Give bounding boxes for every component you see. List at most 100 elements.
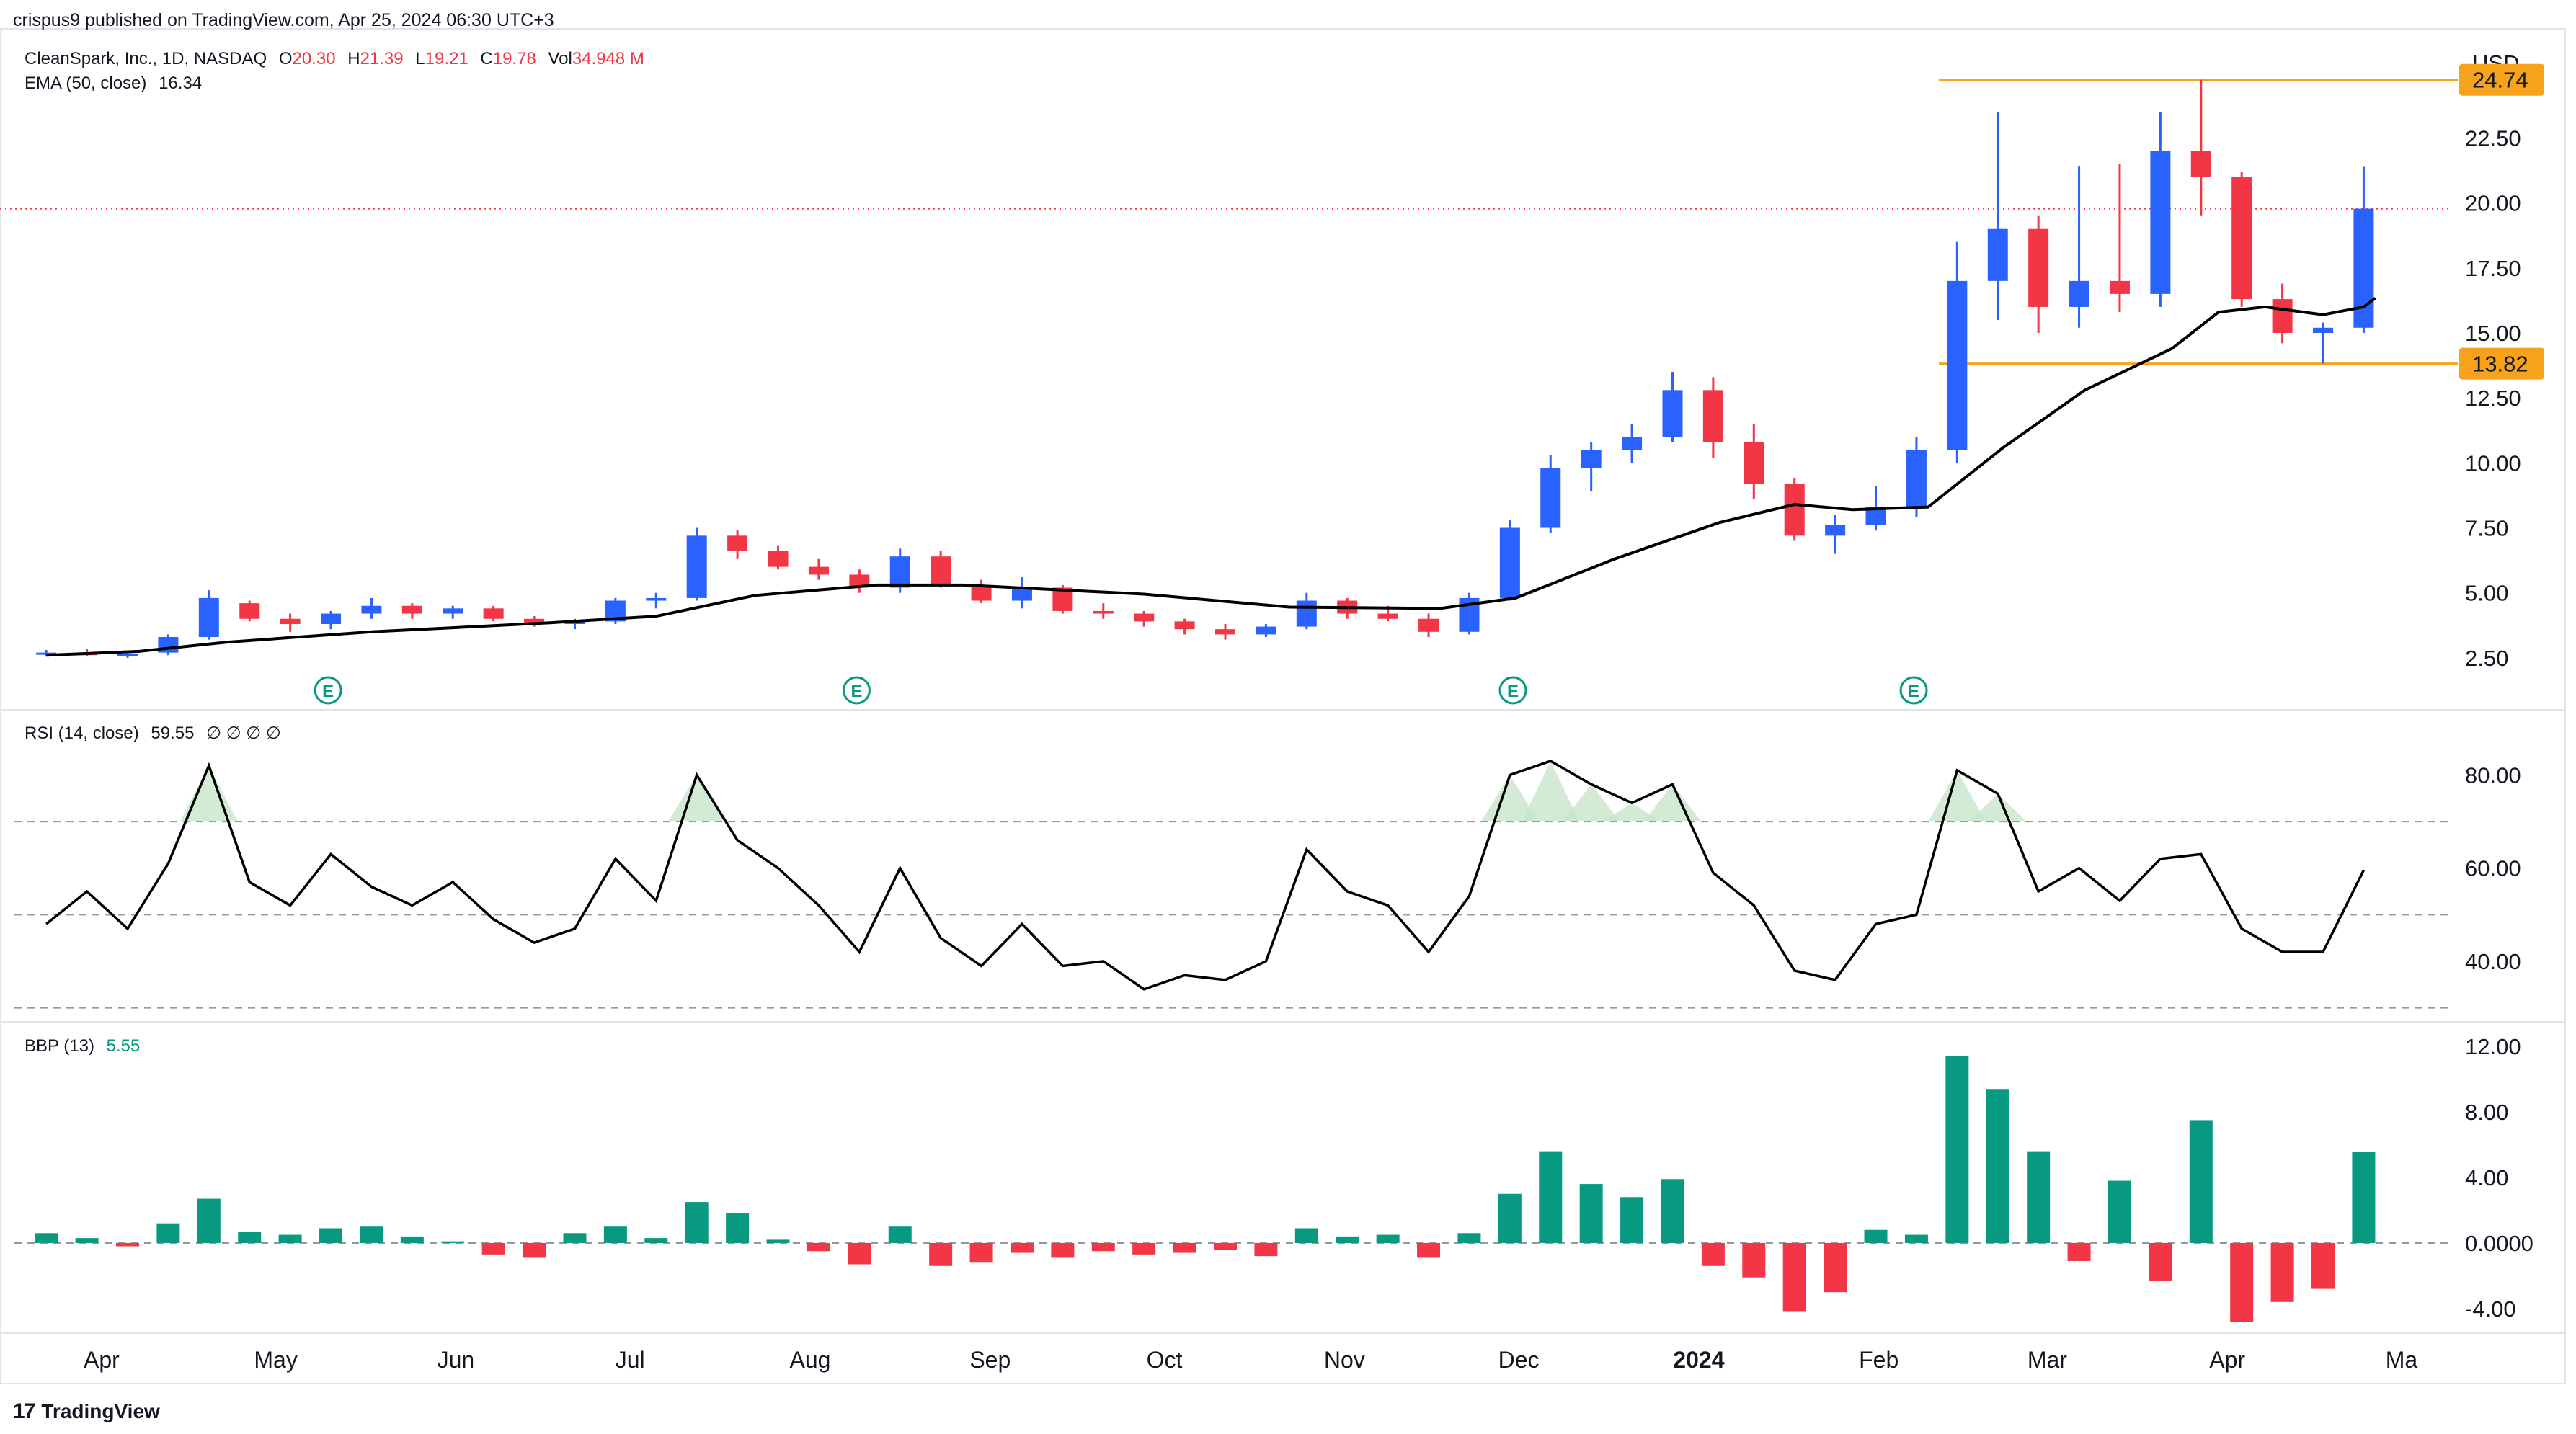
candle-body bbox=[564, 621, 585, 624]
time-tick-label: Ma bbox=[2386, 1347, 2418, 1373]
candle-body bbox=[1906, 450, 1927, 507]
ema-line bbox=[46, 297, 2376, 657]
bbp-bar bbox=[1945, 1056, 1969, 1243]
bbp-bar bbox=[1824, 1242, 1847, 1293]
bbp-bar bbox=[888, 1226, 912, 1243]
bbp-bar bbox=[2230, 1242, 2254, 1322]
earnings-marker: E bbox=[314, 676, 342, 705]
bbp-bar bbox=[1864, 1229, 1888, 1243]
price-tick-label: 5.00 bbox=[2465, 581, 2508, 606]
rsi-legend: RSI (14, close) 59.55 ∅ ∅ ∅ ∅ bbox=[25, 723, 281, 744]
published-caption: crispus9 published on TradingView.com, A… bbox=[13, 10, 554, 30]
bbp-bar bbox=[238, 1232, 262, 1243]
bbp-bar bbox=[969, 1242, 993, 1263]
candle-body bbox=[1174, 621, 1195, 630]
earnings-marker-label: E bbox=[850, 682, 862, 701]
candle-body bbox=[646, 597, 667, 601]
time-tick-label: Sep bbox=[969, 1347, 1011, 1373]
candle-body bbox=[1784, 484, 1805, 536]
candle-body bbox=[1744, 442, 1764, 484]
candle-body bbox=[2069, 280, 2089, 307]
rsi-overbought-fill bbox=[667, 775, 726, 822]
bbp-bar bbox=[1417, 1242, 1441, 1258]
candle-body bbox=[2313, 327, 2334, 334]
price-tick-label: 7.50 bbox=[2465, 516, 2508, 541]
bbp-bar bbox=[2027, 1151, 2051, 1243]
bbp-value: 5.55 bbox=[106, 1036, 141, 1056]
bbp-bar bbox=[156, 1223, 180, 1243]
high-value: 21.39 bbox=[360, 49, 404, 68]
tradingview-brand[interactable]: 17 TradingView bbox=[13, 1399, 160, 1424]
bbp-bar bbox=[2352, 1152, 2376, 1243]
earnings-marker-label: E bbox=[1507, 682, 1519, 701]
candle-body bbox=[1418, 618, 1439, 632]
bbp-bar bbox=[563, 1233, 587, 1243]
candle-body bbox=[1296, 600, 1317, 627]
bbp-tick-label: 8.00 bbox=[2465, 1100, 2508, 1125]
bbp-bar bbox=[1214, 1242, 1237, 1250]
candle-body bbox=[117, 654, 138, 656]
candle-body bbox=[2028, 228, 2049, 307]
candle-body bbox=[1093, 610, 1114, 614]
candle-body bbox=[931, 556, 951, 585]
bbp-tick-label: 0.0000 bbox=[2465, 1231, 2533, 1256]
time-tick-label: Jul bbox=[616, 1347, 645, 1373]
volume-label: Vol bbox=[548, 49, 572, 68]
candle-body bbox=[1134, 613, 1155, 622]
time-tick-label: Oct bbox=[1147, 1347, 1183, 1373]
candle-body bbox=[280, 618, 301, 624]
rsi-extra: ∅ ∅ ∅ ∅ bbox=[206, 723, 281, 743]
time-tick-label: Nov bbox=[1324, 1347, 1365, 1373]
bbp-bar bbox=[2189, 1120, 2213, 1243]
candle-body bbox=[2109, 280, 2130, 294]
candle-body bbox=[727, 535, 748, 551]
ema-legend: EMA (50, close) 16.34 bbox=[25, 74, 202, 94]
candle-body bbox=[321, 613, 342, 624]
candle-body bbox=[1702, 390, 1723, 442]
volume-value: 34.948 M bbox=[572, 49, 644, 68]
rsi-label: RSI (14, close) bbox=[25, 723, 139, 743]
bbp-bar bbox=[400, 1236, 424, 1243]
candle-body bbox=[1256, 626, 1276, 635]
bbp-bar bbox=[278, 1234, 302, 1243]
bbp-bar bbox=[1539, 1151, 1563, 1243]
level-price-badge bbox=[2459, 347, 2544, 380]
candle-body bbox=[808, 566, 829, 575]
bbp-bar bbox=[1091, 1242, 1115, 1252]
bbp-bar bbox=[848, 1242, 871, 1265]
bbp-bar bbox=[726, 1213, 750, 1243]
bbp-bar bbox=[1782, 1242, 1806, 1312]
candle-body bbox=[524, 618, 545, 624]
bbp-bar bbox=[1701, 1242, 1725, 1266]
price-tick-label: 2.50 bbox=[2465, 646, 2508, 671]
bbp-bar bbox=[766, 1239, 790, 1243]
candle-body bbox=[361, 605, 382, 614]
bbp-bar bbox=[319, 1228, 343, 1243]
bbp-bar bbox=[441, 1241, 465, 1243]
rsi-overbought-fill bbox=[1968, 793, 2027, 822]
level-price-label: 24.74 bbox=[2472, 68, 2528, 93]
candle-body bbox=[1499, 527, 1520, 598]
bbp-bar bbox=[1742, 1242, 1766, 1278]
bbp-bar bbox=[1051, 1242, 1075, 1258]
bbp-tick-label: -4.00 bbox=[2465, 1296, 2516, 1322]
high-label: H bbox=[347, 49, 360, 68]
bbp-bar bbox=[1132, 1242, 1156, 1255]
price-tick-label: 17.50 bbox=[2465, 256, 2521, 281]
rsi-overbought-fill bbox=[1643, 784, 1702, 822]
bbp-bar bbox=[1173, 1242, 1196, 1253]
bbp-bar bbox=[1010, 1242, 1034, 1253]
rsi-overbought-fill bbox=[1522, 761, 1580, 822]
tradingview-logo-icon: 17 bbox=[13, 1399, 35, 1423]
low-label: L bbox=[415, 49, 425, 68]
close-label: C bbox=[480, 49, 493, 68]
earnings-marker-label: E bbox=[1908, 682, 1919, 701]
time-tick-label: May bbox=[254, 1347, 297, 1373]
level-price-label: 13.82 bbox=[2472, 352, 2528, 377]
bbp-bar bbox=[644, 1238, 668, 1243]
bbp-bar bbox=[1579, 1184, 1603, 1243]
earnings-marker: E bbox=[1899, 676, 1928, 705]
candle-body bbox=[1662, 390, 1683, 437]
rsi-line bbox=[45, 760, 2365, 991]
